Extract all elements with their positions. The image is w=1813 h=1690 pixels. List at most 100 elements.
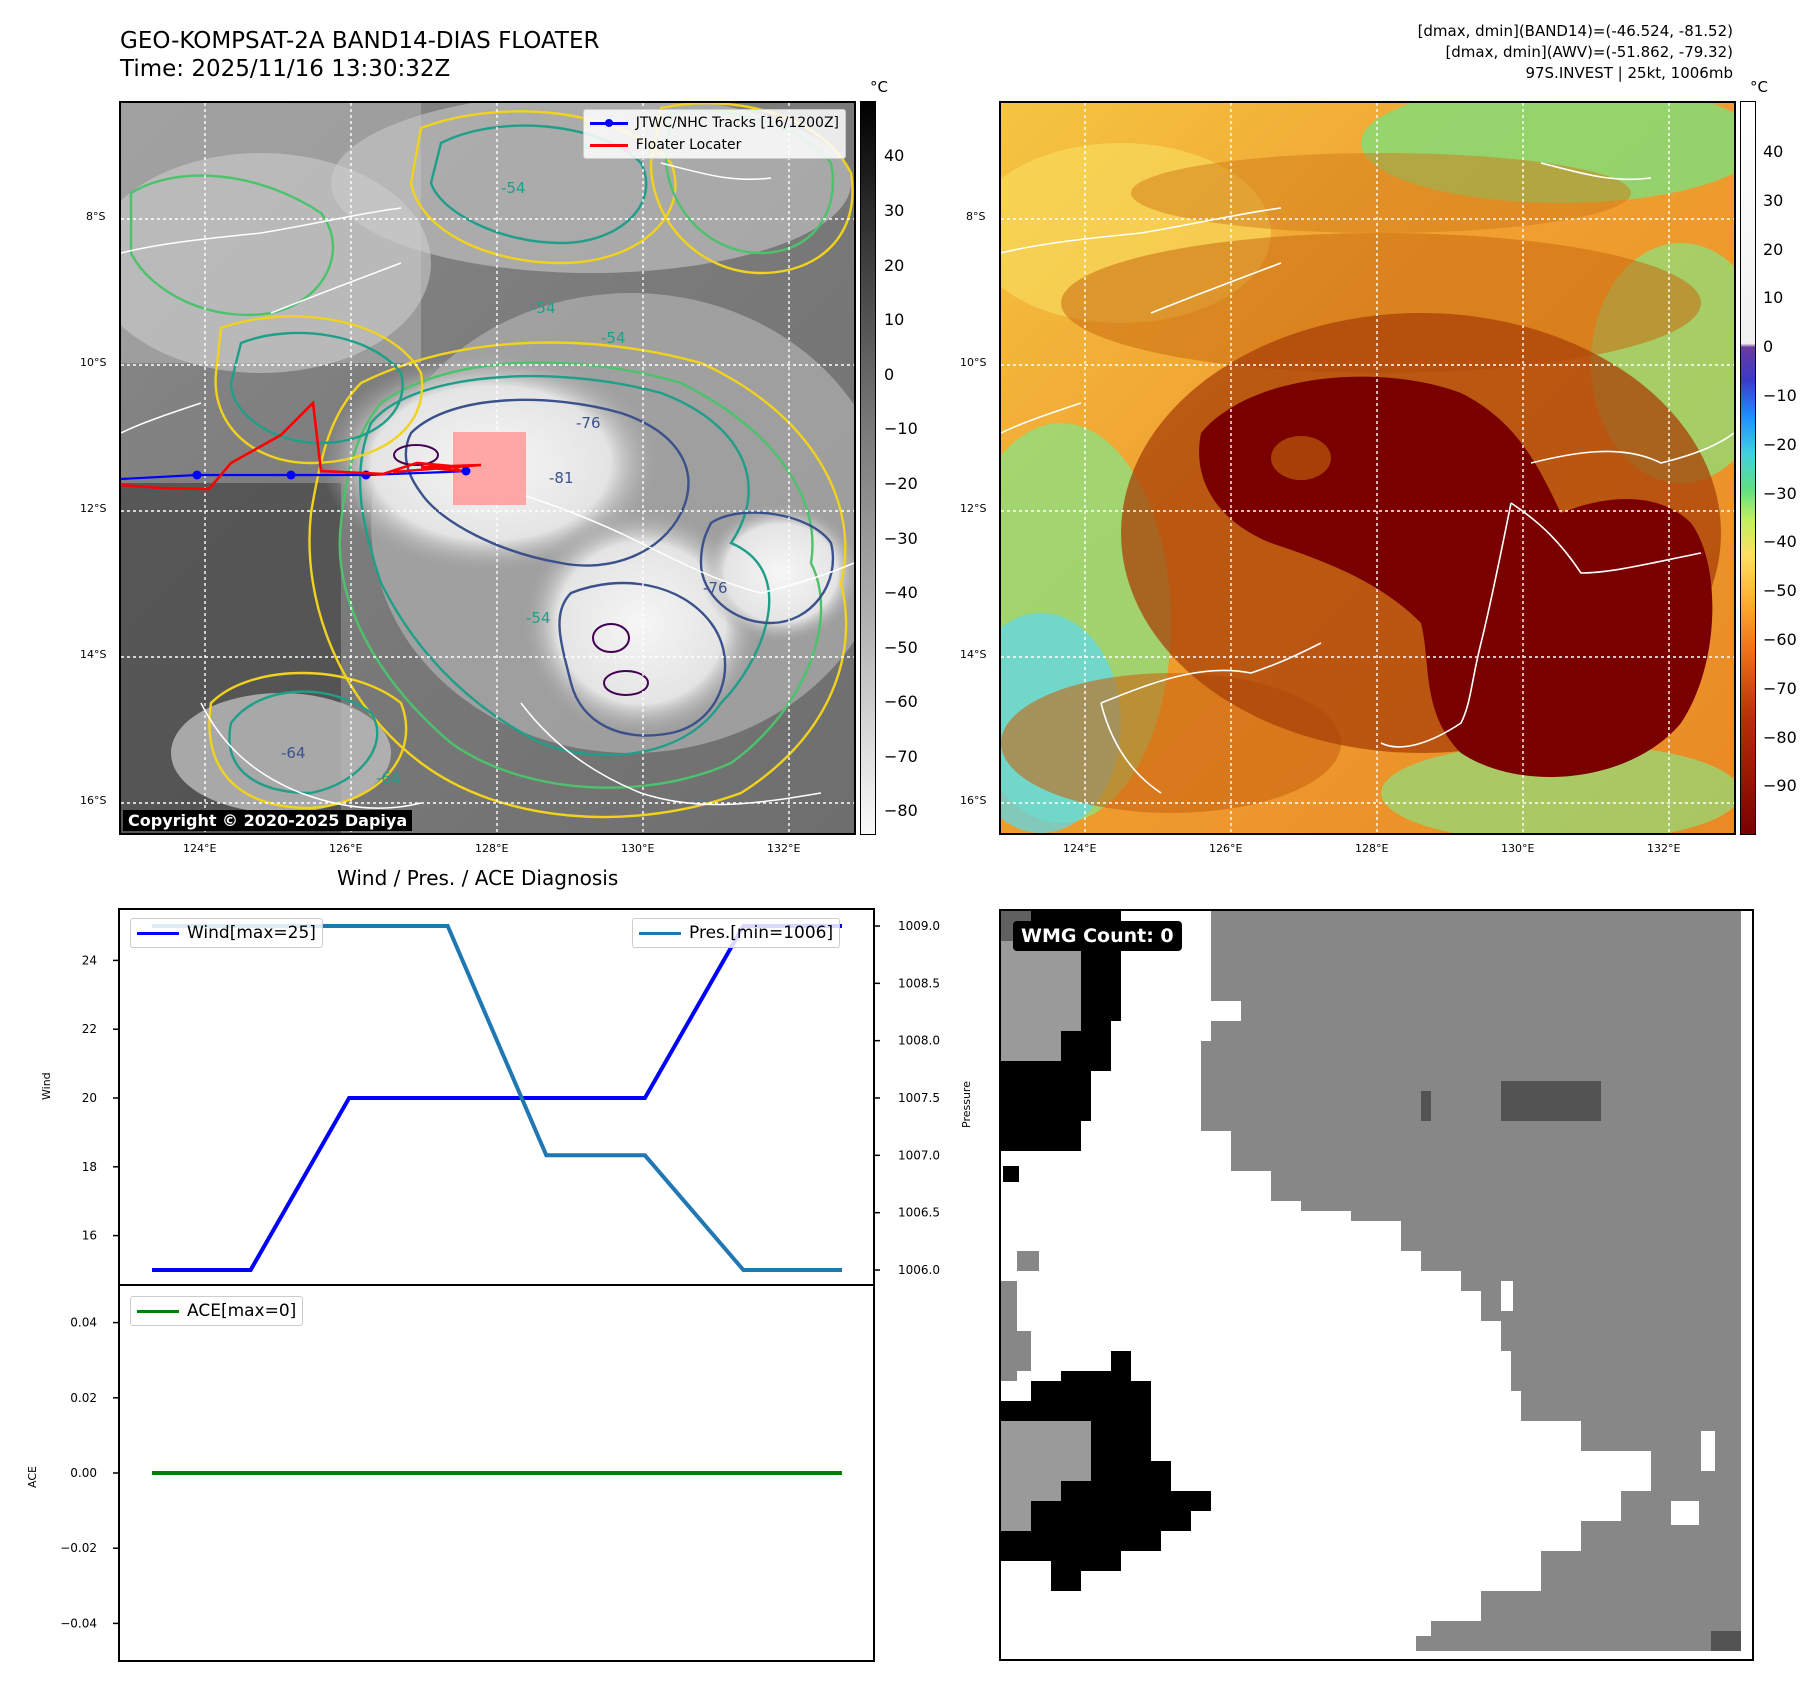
ir-map-panel: -54 -54 -54 -76 -81 -76 -64 -54 -64 Copy… [119, 101, 856, 835]
colorbar-tick: 0 [1763, 337, 1774, 356]
lat-label: 8°S [86, 210, 106, 223]
colorbar-tick: −50 [884, 638, 918, 657]
pressure-tick-label: 1007.0 [898, 1148, 940, 1162]
pressure-tick-label: 1008.5 [898, 976, 940, 990]
pressure-tick-label: 1006.0 [898, 1263, 940, 1277]
legend-label-tracks: JTWC/NHC Tracks [16/1200Z] [635, 115, 839, 131]
contour-label: -54 [501, 179, 526, 197]
colorbar-tick: 0 [884, 365, 895, 384]
lon-label: 124°E [183, 842, 217, 855]
color-ir-map-panel [999, 101, 1736, 835]
floater-line-swatch [589, 143, 628, 147]
colorbar-tick: 10 [884, 310, 905, 329]
diagnosis-title: Wind / Pres. / ACE Diagnosis [337, 866, 619, 890]
colorbar-tick: 40 [1763, 142, 1784, 161]
ace-legend-label: ACE[max=0] [187, 1301, 297, 1321]
coastlines-right [1001, 162, 1734, 794]
contour-label: -54 [531, 299, 556, 317]
colorbar-unit-right: °C [1750, 78, 1768, 96]
lon-label: 130°E [1501, 842, 1535, 855]
contour-label-group: -54 -54 -54 -76 -81 -76 -64 -54 -64 [281, 179, 728, 787]
info-awv-range: [dmax, dmin](AWV)=(-51.862, -79.32) [1445, 43, 1733, 61]
wind-legend: Wind[max=25] [130, 918, 323, 948]
colorbar-tick: −20 [884, 474, 918, 493]
ace-legend-swatch [137, 1309, 179, 1313]
ace-tick-label: 0.02 [70, 1391, 97, 1405]
legend-item-tracks: JTWC/NHC Tracks [16/1200Z] [589, 112, 839, 134]
wmg-count-badge: WMG Count: 0 [1013, 921, 1182, 951]
info-band14-range: [dmax, dmin](BAND14)=(-46.524, -81.52) [1417, 22, 1733, 40]
wmg-gray-region [1201, 911, 1741, 1651]
colorbar-tick: −10 [884, 419, 918, 438]
colorbar-tick: −80 [884, 801, 918, 820]
colorbar-tick: −60 [1763, 630, 1797, 649]
colorbar-tick: −90 [1763, 776, 1797, 795]
lon-label: 128°E [475, 842, 509, 855]
colorbar-tick: −50 [1763, 581, 1797, 600]
contour-label: -81 [549, 469, 574, 487]
colorbar-tick: 20 [884, 256, 905, 275]
colorbar-tick: 10 [1763, 288, 1784, 307]
contour-label: -54 [526, 609, 551, 627]
jtwc-track-line [121, 469, 467, 481]
contour-label: -54 [601, 329, 626, 347]
pressure-tick-label: 1006.5 [898, 1206, 940, 1220]
colorbar-tick: 20 [1763, 240, 1784, 259]
figure-title: GEO-KOMPSAT-2A BAND14-DIAS FLOATER [120, 28, 600, 54]
colorbar-tick: −70 [884, 747, 918, 766]
wind-tick-label: 20 [82, 1091, 97, 1105]
colorbar-tick: 30 [1763, 191, 1784, 210]
copyright-badge: Copyright © 2020-2025 Dapiya [123, 810, 413, 831]
map-legend: JTWC/NHC Tracks [16/1200Z] Floater Locat… [582, 109, 846, 159]
lat-label: 12°S [960, 502, 987, 515]
coastlines [121, 162, 854, 809]
gridlines-right [1001, 103, 1734, 833]
lat-label: 10°S [960, 356, 987, 369]
wind-series-line [152, 924, 842, 1272]
lat-label: 12°S [80, 502, 107, 515]
colorbar-tick: −80 [1763, 728, 1797, 747]
info-storm-summary: 97S.INVEST | 25kt, 1006mb [1525, 64, 1733, 82]
pressure-legend-label: Pres.[min=1006] [689, 923, 834, 943]
wind-legend-label: Wind[max=25] [187, 923, 316, 943]
floater-locater-line [121, 400, 482, 491]
colorbar-tick: −60 [884, 692, 918, 711]
lat-label: 16°S [960, 794, 987, 807]
lon-label: 132°E [767, 842, 801, 855]
ir-map-svg: -54 -54 -54 -76 -81 -76 -64 -54 -64 [121, 103, 854, 833]
colorbar-tick: 40 [884, 146, 905, 165]
contour-label: -76 [576, 414, 601, 432]
figure-time: Time: 2025/11/16 13:30:32Z [120, 56, 451, 82]
colorbar-tick: −70 [1763, 679, 1797, 698]
track-line-swatch [589, 118, 628, 127]
colorbar-tick: 30 [884, 201, 905, 220]
cold-core-contours [393, 444, 649, 696]
ace-tick-label: 0.04 [70, 1316, 97, 1330]
lon-label: 126°E [1209, 842, 1243, 855]
ace-tick-label: 0.00 [70, 1466, 97, 1480]
pressure-tick-label: 1008.0 [898, 1034, 940, 1048]
colorbar-tick: −40 [884, 583, 918, 602]
wmg-grid-svg [1001, 911, 1741, 1651]
ace-tick-label: −0.02 [60, 1541, 97, 1555]
legend-item-floater: Floater Locater [589, 134, 839, 156]
lon-label: 124°E [1063, 842, 1097, 855]
colorbar-tick: −20 [1763, 435, 1797, 454]
wind-tick-label: 18 [82, 1160, 97, 1174]
pressure-tick-label: 1007.5 [898, 1091, 940, 1105]
colorbar-gray [860, 101, 876, 835]
contour-label: -64 [281, 744, 306, 762]
gridlines [121, 103, 854, 833]
lat-label: 10°S [80, 356, 107, 369]
lat-label: 8°S [966, 210, 986, 223]
colorbar-color [1740, 101, 1756, 835]
ace-tick-label: −0.04 [60, 1616, 97, 1630]
contour-lines [129, 103, 854, 819]
lat-label: 14°S [960, 648, 987, 661]
lon-label: 128°E [1355, 842, 1389, 855]
pressure-legend-swatch [639, 931, 681, 935]
lon-label: 132°E [1647, 842, 1681, 855]
wind-tick-label: 22 [82, 1022, 97, 1036]
wind-tick-label: 16 [82, 1229, 97, 1243]
wind-legend-swatch [137, 931, 179, 935]
